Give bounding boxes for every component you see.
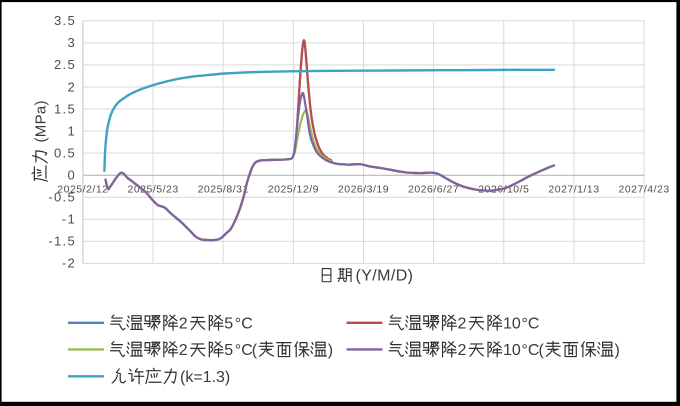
svg-text:(: ( bbox=[252, 342, 258, 359]
svg-text:-1: -1 bbox=[62, 212, 76, 227]
svg-text:(k=1.3): (k=1.3) bbox=[180, 369, 230, 386]
svg-text:2: 2 bbox=[179, 315, 188, 332]
svg-text:2: 2 bbox=[458, 315, 467, 332]
svg-text:-0.5: -0.5 bbox=[48, 190, 76, 205]
svg-text:3.5: 3.5 bbox=[54, 13, 76, 28]
svg-text:2: 2 bbox=[67, 79, 76, 94]
svg-text:(: ( bbox=[539, 342, 545, 359]
svg-text:0.5: 0.5 bbox=[54, 145, 76, 160]
svg-text:5: 5 bbox=[224, 315, 233, 332]
svg-text:2: 2 bbox=[179, 342, 188, 359]
svg-text:(Y/M/D): (Y/M/D) bbox=[356, 268, 414, 285]
svg-text:°C: °C bbox=[522, 342, 540, 359]
svg-text:-2: -2 bbox=[62, 256, 76, 271]
svg-text:0: 0 bbox=[67, 168, 76, 183]
svg-text:1.5: 1.5 bbox=[54, 101, 76, 116]
svg-text:2.5: 2.5 bbox=[54, 57, 76, 72]
svg-text:10: 10 bbox=[503, 342, 521, 359]
svg-text:5: 5 bbox=[224, 342, 233, 359]
svg-text:°C: °C bbox=[522, 315, 540, 332]
svg-text:2027/1/13: 2027/1/13 bbox=[548, 184, 599, 196]
svg-text:2027/4/23: 2027/4/23 bbox=[618, 184, 669, 196]
svg-text:3: 3 bbox=[67, 35, 76, 50]
svg-text:2025/8/31: 2025/8/31 bbox=[198, 184, 249, 196]
svg-text:2026/6/27: 2026/6/27 bbox=[408, 184, 459, 196]
svg-text:°C: °C bbox=[235, 342, 253, 359]
svg-text:2025/12/9: 2025/12/9 bbox=[268, 184, 319, 196]
svg-text:2: 2 bbox=[458, 342, 467, 359]
svg-text:10: 10 bbox=[503, 315, 521, 332]
svg-text:(MPa): (MPa) bbox=[33, 100, 50, 142]
svg-text:): ) bbox=[328, 342, 333, 359]
svg-text:1: 1 bbox=[67, 123, 76, 138]
svg-text:-1.5: -1.5 bbox=[48, 234, 76, 249]
svg-text:2026/3/19: 2026/3/19 bbox=[338, 184, 389, 196]
svg-text:): ) bbox=[615, 342, 620, 359]
svg-text:2025/5/23: 2025/5/23 bbox=[127, 184, 178, 196]
svg-text:2025/2/12: 2025/2/12 bbox=[57, 184, 108, 196]
svg-text:°C: °C bbox=[235, 315, 253, 332]
